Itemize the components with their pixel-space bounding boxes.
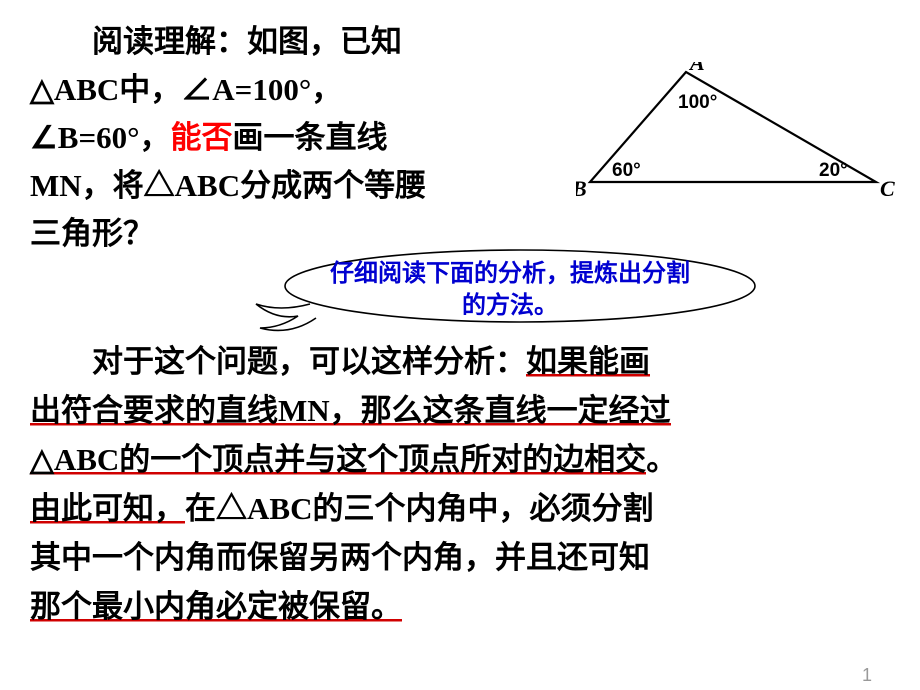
problem-line-3-red: 能否: [171, 120, 233, 155]
analysis-paragraph: 对于这个问题，可以这样分析：如果能画 出符合要求的直线MN，那么这条直线一定经过…: [30, 338, 892, 632]
analysis-u1: 如果能画: [526, 344, 650, 379]
callout-line-2: 的方法。: [462, 293, 558, 319]
angle-label-b: 60°: [612, 160, 641, 181]
analysis-u3: △ABC的一个顶点并与这个顶点所对的边相交: [30, 442, 646, 477]
analysis-u4: 由此可知，: [30, 491, 185, 526]
callout-bubble: 仔细阅读下面的分析，提炼出分割 的方法。: [250, 246, 770, 326]
angle-label-c: 20°: [819, 160, 848, 181]
vertex-label-a: A: [688, 62, 705, 75]
problem-line-1: 阅读理解：如图，已知: [92, 24, 402, 59]
analysis-seg3: 其中一个内角而保留另两个内角，并且还可知: [30, 540, 650, 575]
analysis-u2: 出符合要求的直线MN，那么这条直线一定经过: [30, 393, 671, 428]
problem-line-5: 三角形？: [30, 216, 154, 251]
callout-line-1: 仔细阅读下面的分析，提炼出分割: [330, 261, 690, 287]
vertex-label-c: C: [880, 176, 895, 201]
callout-text: 仔细阅读下面的分析，提炼出分割 的方法。: [250, 258, 770, 323]
problem-line-3a: ∠B=60°，: [30, 120, 171, 155]
analysis-period1: 。: [646, 442, 677, 477]
problem-line-2: △ABC中，∠A=100°，: [30, 72, 342, 107]
problem-line-3b: 画一条直线: [233, 120, 388, 155]
vertex-label-b: B: [576, 176, 587, 201]
triangle-svg: A B C 100° 60° 20°: [576, 62, 896, 212]
problem-line-4: MN，将△ABC分成两个等腰: [30, 168, 426, 203]
angle-label-a: 100°: [678, 92, 717, 113]
analysis-seg2: 在△ABC的三个内角中，必须分割: [185, 491, 653, 526]
triangle-figure: A B C 100° 60° 20°: [576, 62, 896, 212]
analysis-seg1: 对于这个问题，可以这样分析：: [92, 344, 526, 379]
problem-statement: 阅读理解：如图，已知 △ABC中，∠A=100°， ∠B=60°，能否画一条直线…: [30, 18, 590, 258]
page-number: 1: [862, 665, 872, 686]
analysis-u5: 那个最小内角必定被保留。: [30, 589, 402, 624]
